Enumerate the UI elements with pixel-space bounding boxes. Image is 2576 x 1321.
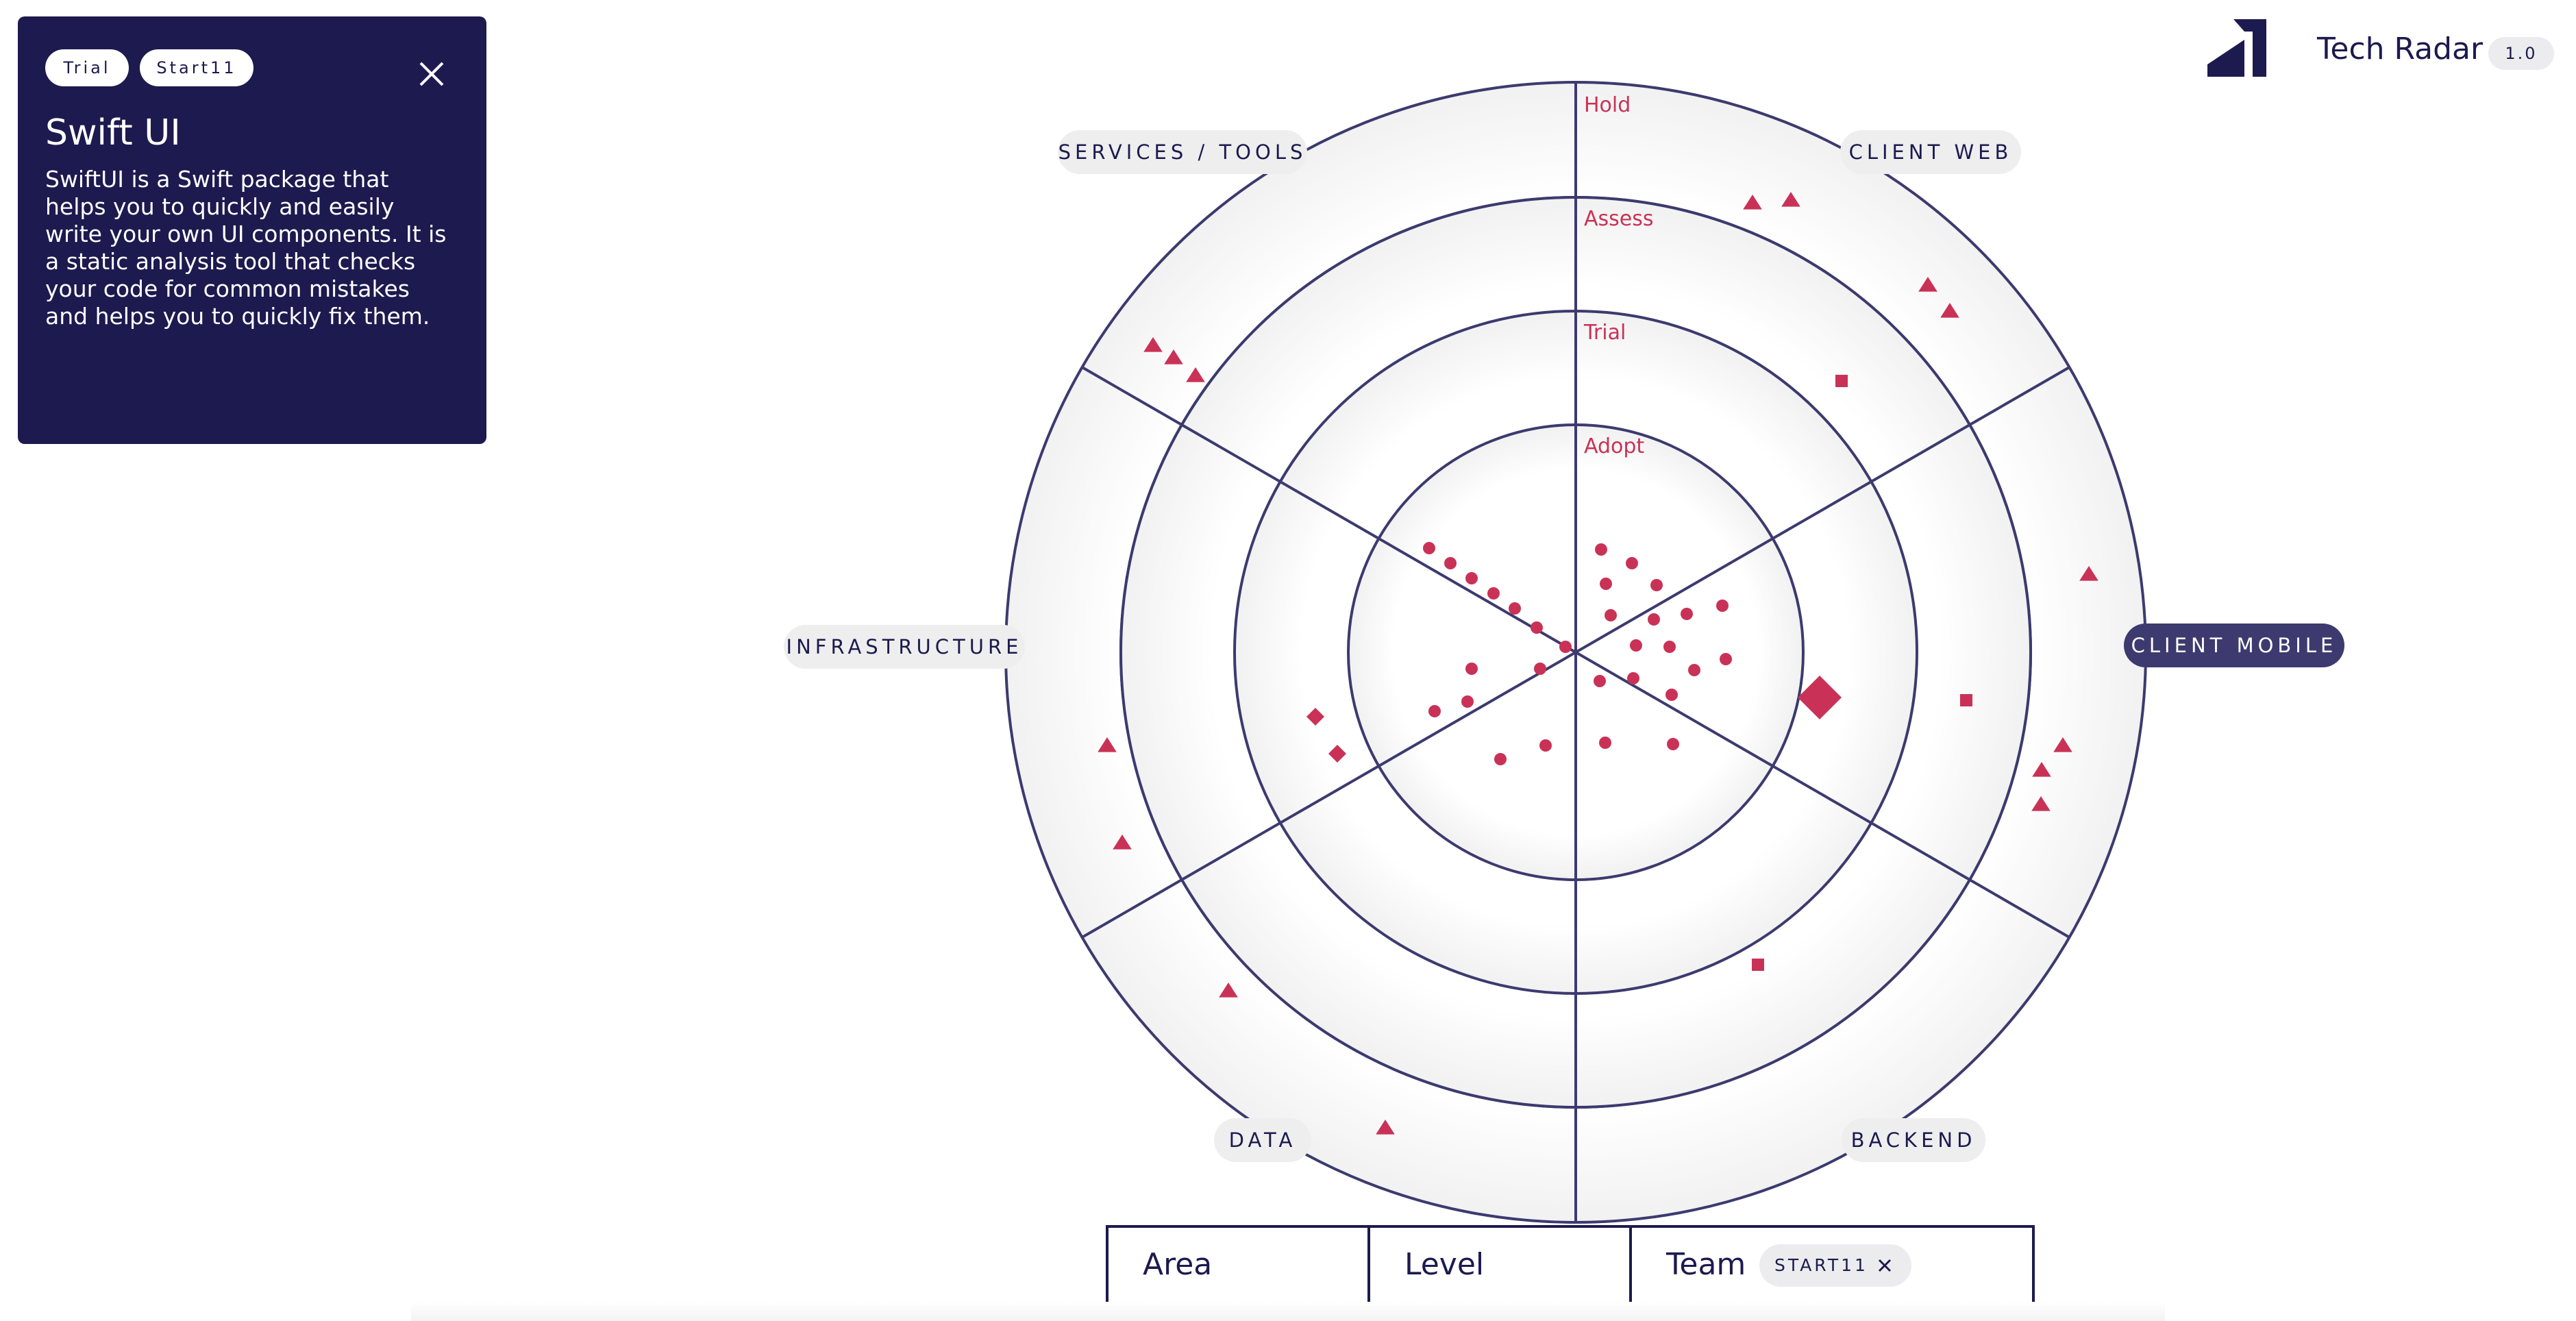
filter-team-label: Team [1666, 1247, 1746, 1282]
quadrant-services-tools[interactable]: SERVICES / TOOLS [1058, 130, 1307, 174]
radar-blip [1428, 705, 1441, 717]
radar-blip [1600, 578, 1612, 590]
radar-blip [1444, 557, 1457, 569]
radar-blip [1605, 609, 1617, 621]
radar-blip [1461, 695, 1474, 708]
radar-blip [1509, 602, 1521, 615]
radar-blip [1835, 375, 1848, 387]
radar-blip [2031, 796, 2051, 811]
radar-blip [1164, 349, 1183, 365]
radar-blip [1626, 557, 1638, 569]
radar-blip [1667, 738, 1679, 750]
radar-blip [1716, 600, 1729, 612]
radar-blip [1534, 663, 1546, 675]
radar-blip [1465, 663, 1478, 675]
radar-blip [1487, 587, 1500, 600]
radar-divider [1081, 366, 2070, 939]
radar-blip [1648, 613, 1660, 626]
radar-blip [1960, 694, 1972, 706]
radar-blip [1306, 708, 1324, 726]
bottom-shade [411, 1302, 2165, 1321]
radar-blip [1595, 543, 1607, 556]
radar-blip [1688, 664, 1700, 676]
radar-blip [1940, 303, 1959, 318]
filter-bar: Area Level Team START11 [1106, 1225, 2035, 1305]
filter-area-label: Area [1143, 1247, 1213, 1282]
quadrant-client-web[interactable]: CLIENT WEB [1840, 130, 2021, 174]
radar-blip [1531, 621, 1543, 634]
radar-blip [1663, 641, 1676, 653]
radar-blip [1328, 745, 1346, 763]
radar-blip [1465, 572, 1478, 584]
quadrant-client-mobile[interactable]: CLIENT MOBILE [2124, 624, 2344, 667]
radar-blip [1559, 641, 1572, 653]
ring-label-adopt: Adopt [1584, 434, 1645, 458]
filter-team[interactable]: Team START11 [1632, 1228, 2032, 1302]
radar-blip [1539, 739, 1552, 752]
radar-blip [1630, 639, 1642, 652]
radar-blip [1681, 608, 1693, 620]
radar-blip [1113, 835, 1132, 850]
filter-level[interactable]: Level [1370, 1228, 1632, 1302]
ring-label-assess: Assess [1584, 207, 1654, 231]
selected-blip [1798, 676, 1842, 719]
team-chip-label: START11 [1774, 1255, 1868, 1275]
app-title[interactable]: Tech Radar [2317, 32, 2484, 66]
quadrant-data[interactable]: DATA [1214, 1118, 1311, 1162]
filter-level-label: Level [1404, 1247, 1485, 1282]
tag-level: Trial [45, 49, 129, 86]
radar-blip [1494, 753, 1507, 765]
quadrant-infrastructure[interactable]: INFRASTRUCTURE [784, 625, 1025, 669]
radar-blip [1599, 737, 1611, 749]
radar-blip [1594, 675, 1606, 687]
filter-area[interactable]: Area [1109, 1228, 1370, 1302]
radar-blip [1781, 192, 1800, 207]
radar-blip [1143, 337, 1163, 352]
radar-blip [1376, 1120, 1395, 1135]
radar-blip [2053, 737, 2072, 752]
radar-blip [1627, 672, 1639, 684]
card-title: Swift UI [45, 112, 181, 153]
remove-chip-icon[interactable] [1877, 1258, 1892, 1273]
detail-card: Trial Start11 Swift UI SwiftUI is a Swif… [18, 16, 486, 444]
radar-blip [1752, 959, 1764, 971]
radar-blip [2032, 762, 2051, 777]
radar-blip [1423, 542, 1435, 554]
radar-blip [1650, 579, 1663, 591]
tag-team: Start11 [140, 49, 253, 86]
ring-label-hold: Hold [1584, 93, 1631, 117]
radar-blip [1098, 737, 1117, 752]
team-filter-chip: START11 [1759, 1244, 1911, 1287]
radar-blip [1743, 195, 1762, 210]
ring-label-trial: Trial [1584, 321, 1626, 345]
quadrant-backend[interactable]: BACKEND [1842, 1118, 1985, 1162]
radar-blip [1219, 983, 1238, 998]
card-description: SwiftUI is a Swift package that helps yo… [45, 166, 447, 330]
radar-blip [1720, 653, 1732, 665]
version-badge: 1.0 [2488, 37, 2554, 70]
radar-blip [1918, 277, 1937, 292]
radar-blip [2079, 566, 2098, 581]
radar-blip [1186, 367, 1205, 382]
close-icon[interactable] [417, 59, 447, 89]
logo-icon[interactable] [2207, 19, 2266, 77]
radar-blip [1665, 689, 1678, 701]
